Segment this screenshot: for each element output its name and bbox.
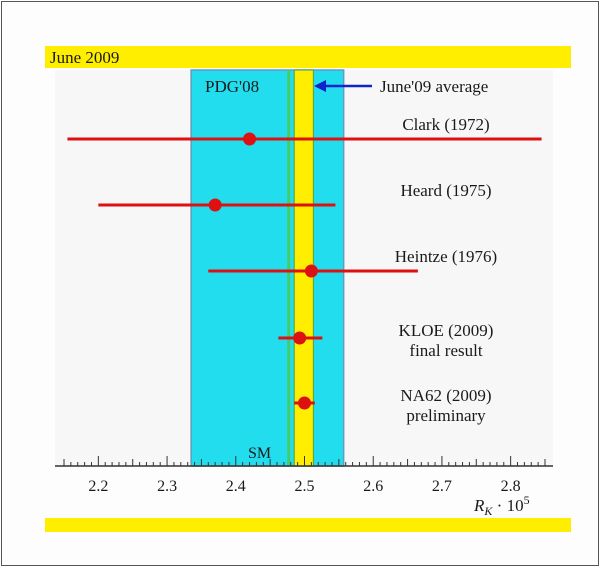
pdg08-label: PDG'08	[205, 77, 259, 96]
measurement-label: Clark (1972)	[402, 115, 489, 134]
bottom-banner	[45, 518, 571, 532]
june09-average-label: June'09 average	[380, 77, 488, 96]
sm-line	[287, 70, 291, 466]
x-tick-label: 2.7	[432, 478, 452, 495]
average-arrow-head	[314, 80, 326, 92]
data-point	[208, 198, 222, 212]
x-tick-label: 2.8	[501, 478, 521, 495]
measurement-label: KLOE (2009)	[399, 321, 494, 340]
x-tick-label: 2.6	[363, 478, 383, 495]
measurement-sublabel: preliminary	[406, 406, 486, 425]
x-axis-title: RK · 105	[473, 493, 530, 518]
data-point	[304, 264, 318, 278]
x-axis: 2.2 2.3 2.4 2.5 2.6 2.7 2.8RK · 105	[55, 456, 553, 518]
x-tick-label: 2.2	[88, 478, 108, 495]
data-point	[243, 132, 257, 146]
labels-layer: PDG'08 June'09 average SM Clark (1972) Heard…	[205, 77, 497, 462]
measurement-label: Heard (1975)	[400, 181, 491, 200]
top-banner: June 2009	[45, 46, 571, 68]
data-point	[298, 396, 311, 410]
x-tick-label: 2.5	[295, 478, 315, 495]
measurements-layer	[67, 132, 542, 410]
sm-label: SM	[248, 445, 271, 462]
measurement-label: Heintze (1976)	[395, 247, 497, 266]
measurement-sublabel: final result	[409, 341, 482, 360]
measurement-label: NA62 (2009)	[400, 386, 491, 405]
data-point	[293, 331, 307, 345]
banner-date-label: June 2009	[50, 48, 120, 67]
pdg08-band	[190, 69, 345, 467]
x-tick-label: 2.3	[157, 478, 177, 495]
x-tick-label: 2.4	[226, 478, 246, 495]
